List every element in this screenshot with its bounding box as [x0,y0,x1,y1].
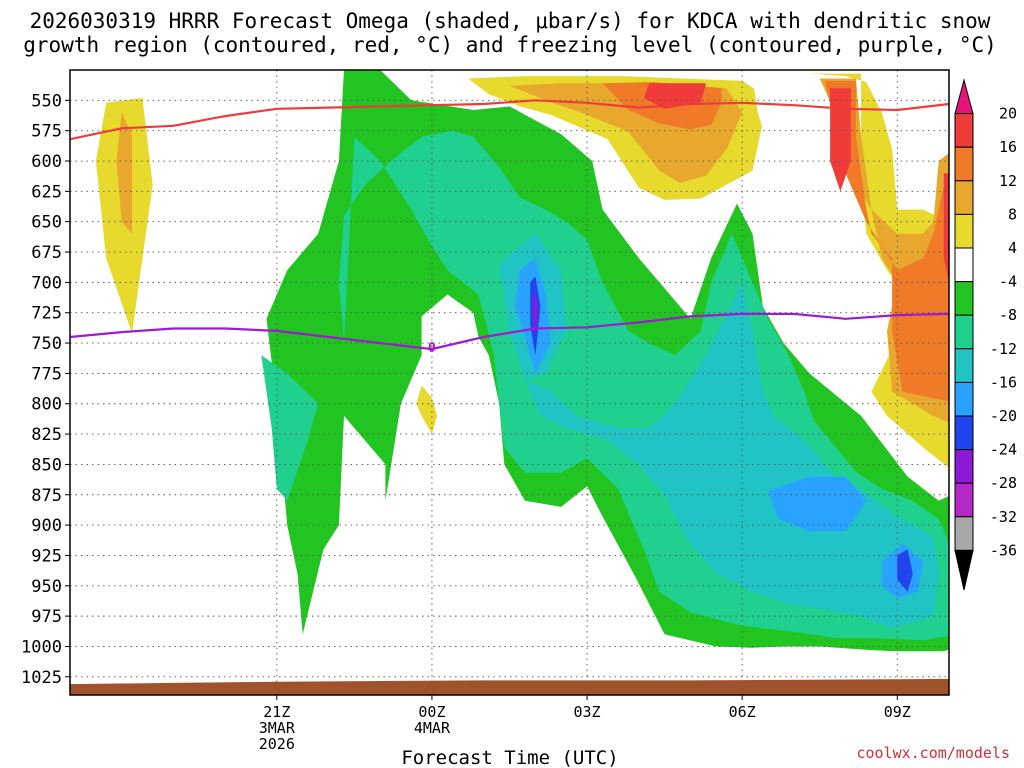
colorbar-swatch [954,180,974,215]
colorbar-label: 8 [1008,205,1017,223]
chart-title-line2: growth region (contoured, red, °C) and f… [23,33,997,57]
y-tick-label: 825 [31,425,62,445]
shade-region [188,264,215,453]
y-tick-label: 1000 [21,637,62,657]
y-tick-label: 750 [31,334,62,354]
colorbar-label: -28 [990,474,1017,492]
colorbar-swatch [954,146,974,182]
x-tick-label: 03Z [574,703,601,721]
y-tick-label: 575 [31,122,62,142]
colorbar-swatch [954,516,974,551]
colorbar-swatch [954,482,974,518]
colorbar-label: 4 [1008,239,1017,257]
colorbar-label: 20 [999,105,1017,123]
terrain [70,678,949,695]
contour-minus12 [70,99,949,141]
x-tick-label: 06Z [729,703,756,721]
shade-region [768,476,867,532]
colorbar-arrow-bottom [954,549,974,591]
x-axis: 21Z3MAR202600Z4MAR03Z06Z09Z12Z [259,695,911,753]
colorbar-label: 12 [999,172,1017,190]
colorbar-label: -16 [990,373,1017,391]
x-tick-label: 2026 [259,735,295,753]
shade-region [116,112,132,234]
colorbar-swatch [954,314,974,350]
y-tick-label: 675 [31,243,62,263]
colorbar-label: -4 [999,273,1017,291]
y-tick-label: 700 [31,273,62,293]
colorbar-label: -12 [990,340,1017,358]
y-tick-label: 725 [31,304,62,324]
colorbar-swatch [954,113,974,148]
y-tick-label: 950 [31,577,62,597]
shade-region [416,385,438,435]
y-tick-label: 775 [31,364,62,384]
x-tick-label: 00Z [418,703,445,721]
colorbar-swatch [954,213,974,249]
shade-region [261,355,319,501]
y-axis: 550 575 600 625 650 675 700 725 750 775 800 825 850 8… [21,91,70,688]
credit-text: coolwx.com/models [856,744,1010,762]
colorbar-label: -8 [999,306,1017,324]
colorbar-swatch [954,415,974,451]
shade-region [752,76,872,234]
y-tick-label: 550 [31,91,62,111]
y-tick-label: 1025 [21,668,62,688]
y-tick-label: 900 [31,516,62,536]
y-tick-label: 650 [31,213,62,233]
omega-shading [95,70,1024,652]
contour-zero [70,312,949,351]
y-tick-label: 600 [31,152,62,172]
y-tick-label: 625 [31,182,62,202]
grid-lines [70,70,949,695]
shade-region [532,292,538,337]
y-tick-label: 800 [31,395,62,415]
colorbar-label: -36 [990,541,1017,559]
colorbar-swatch [954,449,974,484]
y-tick-label: 975 [31,607,62,627]
x-tick-label: 21Z [263,703,290,721]
x-tick-label: 09Z [884,703,911,721]
y-tick-label: 925 [31,546,62,566]
colorbar-swatch [954,281,974,316]
x-tick-label: 4MAR [414,719,451,737]
contours: -120 [70,99,949,356]
colorbar-label: -20 [990,407,1017,425]
colorbar-label: 16 [999,138,1017,156]
shade-region [525,282,939,629]
colorbar-label: -24 [990,441,1017,459]
colorbar-swatch [954,247,974,283]
shade-region [1016,331,1024,477]
shade-region [643,83,706,109]
y-tick-label: 875 [31,486,62,506]
chart-title-line1: 2026030319 HRRR Forecast Omega (shaded, … [30,9,991,33]
colorbar-swatch [954,381,974,417]
plot-frame [69,69,950,696]
x-axis-label: Forecast Time (UTC) [401,747,618,768]
shade-region [897,549,913,592]
shade-region [824,80,949,402]
colorbar-arrow-top [954,78,974,115]
shade-region [830,88,851,192]
colorbar-swatch [954,348,974,383]
contour-zero-label: 0 [428,341,436,356]
colorbar-label: -32 [990,508,1017,526]
shade-region [943,173,949,283]
y-tick-label: 850 [31,455,62,475]
colorbar: 20 16 12 8 4 -4 -8 -12 -16 -20 -24 -28 -32 -36 [954,78,1017,591]
terrain-surface [70,678,949,695]
x-tick-label: 3MAR [259,719,296,737]
